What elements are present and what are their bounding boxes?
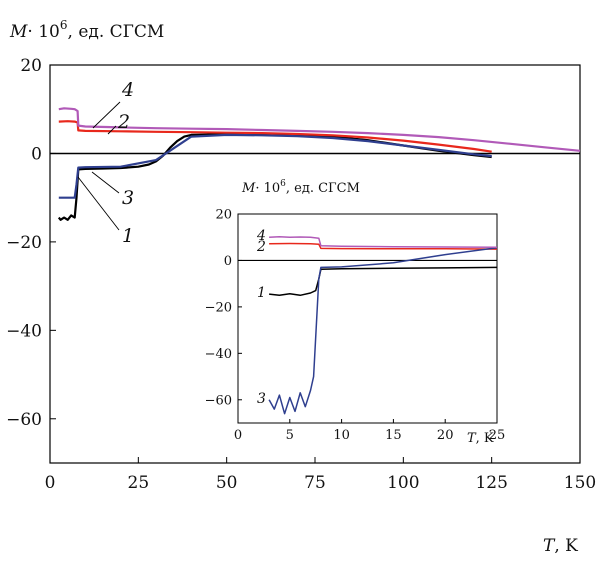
inset-y-ticks: 20 0 −20 −40 −60 — [205, 208, 242, 408]
inset-series-3-line — [268, 246, 498, 415]
main-x-tick-label: 50 — [216, 473, 238, 493]
main-x-tick-label: 125 — [475, 473, 507, 493]
inset-series-group — [268, 236, 498, 415]
main-y-tick-label: 20 — [20, 56, 42, 76]
inset-series-2-line — [269, 242, 498, 250]
pointer-line-3 — [91, 171, 120, 194]
main-curve-label-2: 2 — [117, 111, 130, 133]
inset-y-tick-label: −40 — [205, 347, 232, 362]
inset-x-tick-label: 10 — [333, 428, 350, 443]
inset-y-axis-label: M· 106, ед. СГСМ — [241, 179, 360, 196]
main-x-tick-label: 100 — [387, 473, 419, 493]
pointer-line-2 — [107, 125, 117, 135]
inset-x-tick-label: 15 — [385, 428, 402, 443]
main-series-4-line — [58, 107, 581, 152]
main-x-tick-label: 150 — [564, 473, 596, 493]
inset-background — [228, 172, 506, 448]
inset-y-tick-label: 0 — [224, 254, 232, 269]
main-curve-label-4: 4 — [121, 79, 134, 101]
inset-y-tick-label: −20 — [205, 300, 232, 315]
main-series-3-line — [58, 133, 492, 199]
main-curve-label-1: 1 — [122, 225, 134, 247]
inset-y-tick-label: −60 — [205, 393, 232, 408]
inset-x-tick-label: 5 — [286, 428, 294, 443]
main-chart: M· 106, ед. СГСМ 0 25 50 75 100 125 150 200−20… — [6, 18, 596, 556]
inset-y-tick-label: 20 — [215, 208, 232, 223]
main-label-pointers — [77, 101, 121, 231]
main-y-tick-label: −20 — [6, 233, 42, 253]
main-x-ticks: 0 25 50 75 100 125 150 — [45, 457, 596, 493]
main-x-tick-label: 25 — [128, 473, 150, 493]
inset-plot-frame — [237, 213, 498, 424]
main-curve-label-3: 3 — [122, 187, 134, 209]
main-y-ticks: 20 0 −20 −40 −60 — [6, 56, 56, 430]
main-y-tick-label: −40 — [6, 321, 42, 341]
inset-series-4-line — [269, 236, 498, 248]
inset-curve-label-3: 3 — [257, 391, 266, 407]
main-x-tick-label: 75 — [304, 473, 326, 493]
inset-x-tick-label: 0 — [234, 428, 242, 443]
inset-series-1-line — [269, 266, 498, 297]
inset-chart: M· 106, ед. СГСМ 0 5 10 15 20 25 20 0 −20 −40 −60… — [205, 172, 506, 448]
inset-x-ticks: 0 5 10 15 20 25 — [234, 419, 505, 443]
inset-curve-label-1: 1 — [257, 285, 266, 301]
inset-curve-label-2: 2 — [256, 239, 266, 255]
main-series-group — [57, 107, 581, 221]
pointer-line-4 — [92, 101, 121, 129]
inset-curve-label-4: 4 — [256, 228, 266, 244]
inset-x-tick-label: 25 — [489, 428, 506, 443]
inset-x-tick-label: 20 — [437, 428, 454, 443]
main-y-axis-label: M· 106, ед. СГСМ — [9, 18, 164, 42]
main-y-tick-label: −60 — [6, 410, 42, 430]
main-y-tick-label: 0 — [31, 144, 42, 164]
inset-x-axis-label: T, K — [467, 431, 494, 446]
main-x-axis-label: T, K — [543, 536, 578, 556]
main-x-tick-label: 0 — [45, 473, 56, 493]
pointer-line-1 — [77, 176, 120, 231]
